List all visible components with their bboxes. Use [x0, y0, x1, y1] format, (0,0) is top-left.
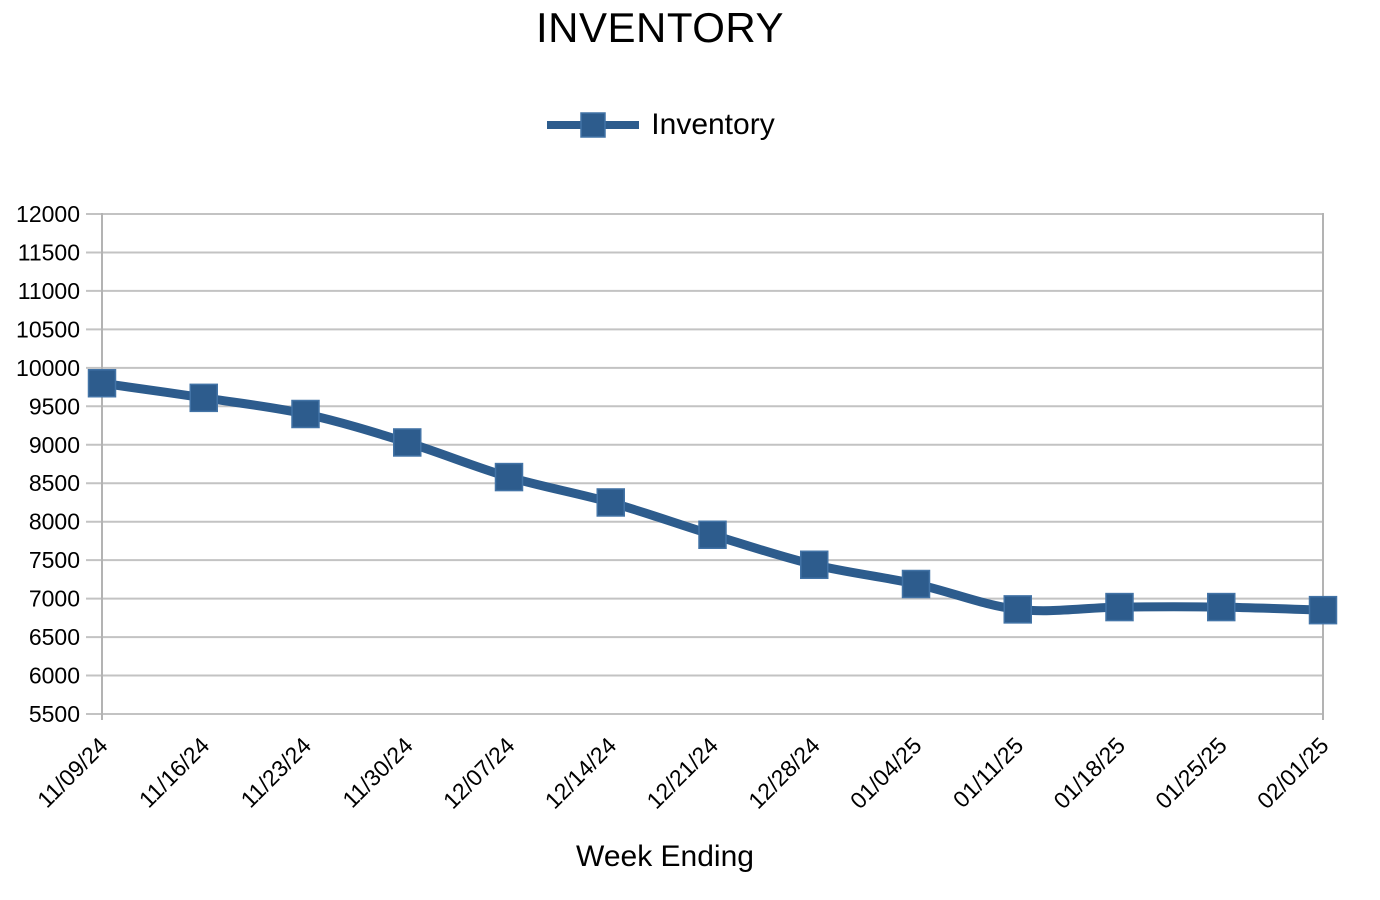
data-point-marker — [596, 488, 625, 517]
y-tick-label: 12000 — [16, 201, 80, 227]
x-tick-label: 11/16/24 — [134, 732, 215, 813]
y-tick-label: 7500 — [29, 547, 80, 573]
data-point-marker — [291, 399, 320, 429]
y-tick-label: 11000 — [18, 278, 80, 304]
data-point-marker — [87, 368, 117, 398]
x-tick-label: 01/18/25 — [1048, 732, 1130, 814]
y-tick-label: 8500 — [29, 470, 80, 496]
legend: Inventory — [0, 108, 1320, 142]
data-point-marker — [1308, 595, 1338, 625]
x-tick-label: 11/09/24 — [32, 732, 113, 813]
x-tick-label: 12/21/24 — [641, 732, 723, 814]
data-point-marker — [800, 550, 829, 580]
x-tick-label: 01/25/25 — [1150, 732, 1232, 814]
y-tick-label: 8000 — [29, 509, 80, 535]
data-point-marker — [1003, 595, 1032, 624]
legend-series-marker-icon — [547, 112, 640, 138]
data-point-marker — [189, 383, 218, 413]
data-point-marker — [1105, 592, 1134, 622]
y-tick-label: 5500 — [29, 701, 80, 727]
y-tick-label: 7000 — [29, 586, 80, 612]
x-tick-label: 11/30/24 — [337, 732, 418, 813]
y-tick-label: 6500 — [29, 624, 80, 650]
series-line-inventory — [97, 378, 1328, 616]
x-axis-title: Week Ending — [576, 840, 754, 873]
x-tick-label: 02/01/25 — [1252, 732, 1334, 814]
data-point-marker — [901, 569, 931, 599]
y-tick-label: 10000 — [16, 355, 80, 381]
y-tick-label: 11500 — [18, 239, 80, 265]
x-tick-label: 01/11/25 — [948, 732, 1028, 812]
y-tick-label: 9000 — [29, 432, 80, 458]
legend-label: Inventory — [651, 108, 775, 141]
data-point-marker — [393, 428, 422, 457]
y-tick-label: 10500 — [16, 316, 80, 342]
x-tick-label: 11/23/24 — [236, 732, 317, 813]
data-point-marker — [698, 520, 727, 550]
x-tick-label: 12/14/24 — [540, 732, 622, 814]
data-point-marker — [494, 462, 524, 492]
x-tick-label: 12/28/24 — [743, 732, 825, 814]
chart-title: INVENTORY — [535, 4, 784, 51]
data-point-marker — [1207, 592, 1236, 622]
y-tick-label: 9500 — [29, 393, 80, 419]
y-tick-label: 6000 — [29, 663, 80, 689]
x-tick-label: 01/04/25 — [845, 732, 927, 814]
x-tick-label: 12/07/24 — [438, 732, 520, 814]
